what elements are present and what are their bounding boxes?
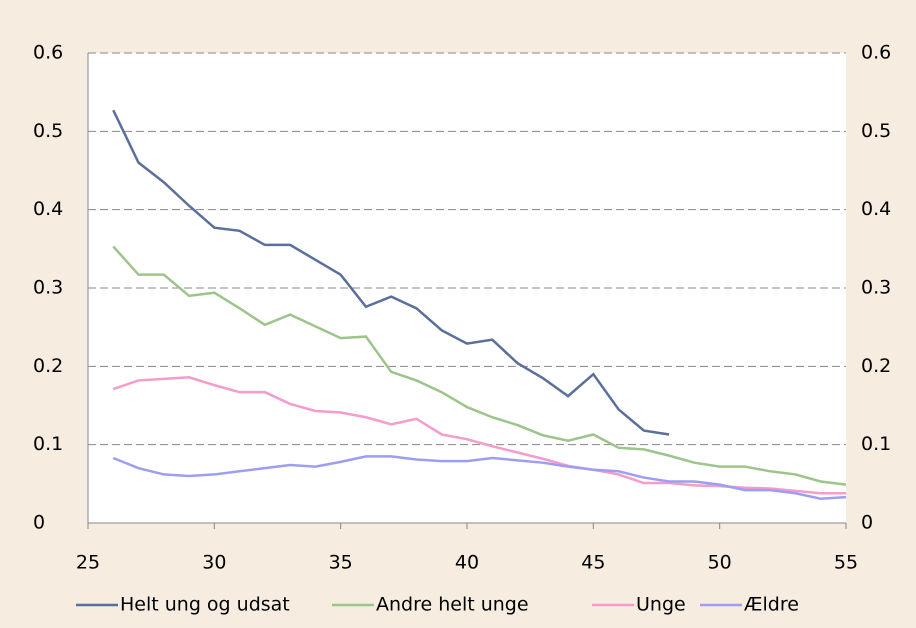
legend-label: Helt ung og udsat [120,594,290,616]
legend-label: Ældre [744,594,799,616]
x-tick-label: 25 [76,552,100,574]
y-tick-label: 0.2 [33,355,63,377]
legend-label: Unge [636,594,686,616]
x-tick-label: 40 [455,552,479,574]
x-tick-label: 35 [329,552,353,574]
series-line [112,455,847,500]
x-tick-label: 50 [708,552,732,574]
y2-tick-label: 0 [861,512,873,534]
legend-label: Andre helt unge [376,594,529,616]
x-tick-label: 45 [581,552,605,574]
y-tick-label: 0.4 [33,198,63,220]
series-line [112,245,847,486]
y-tick-label: 0.6 [33,42,63,64]
y2-tick-label: 0.4 [861,198,891,220]
y2-tick-label: 0.5 [861,120,891,142]
y-tick-label: 0.5 [33,120,63,142]
y2-tick-label: 0.3 [861,277,891,299]
y-tick-label: 0.3 [33,277,63,299]
x-tick-label: 55 [834,552,858,574]
x-tick-label: 30 [202,552,226,574]
y2-tick-label: 0.1 [861,433,891,455]
series-line [112,109,670,436]
y2-tick-label: 0.6 [861,42,891,64]
y-tick-label: 0 [33,512,45,534]
y-tick-label: 0.1 [33,433,63,455]
y2-tick-label: 0.2 [861,355,891,377]
